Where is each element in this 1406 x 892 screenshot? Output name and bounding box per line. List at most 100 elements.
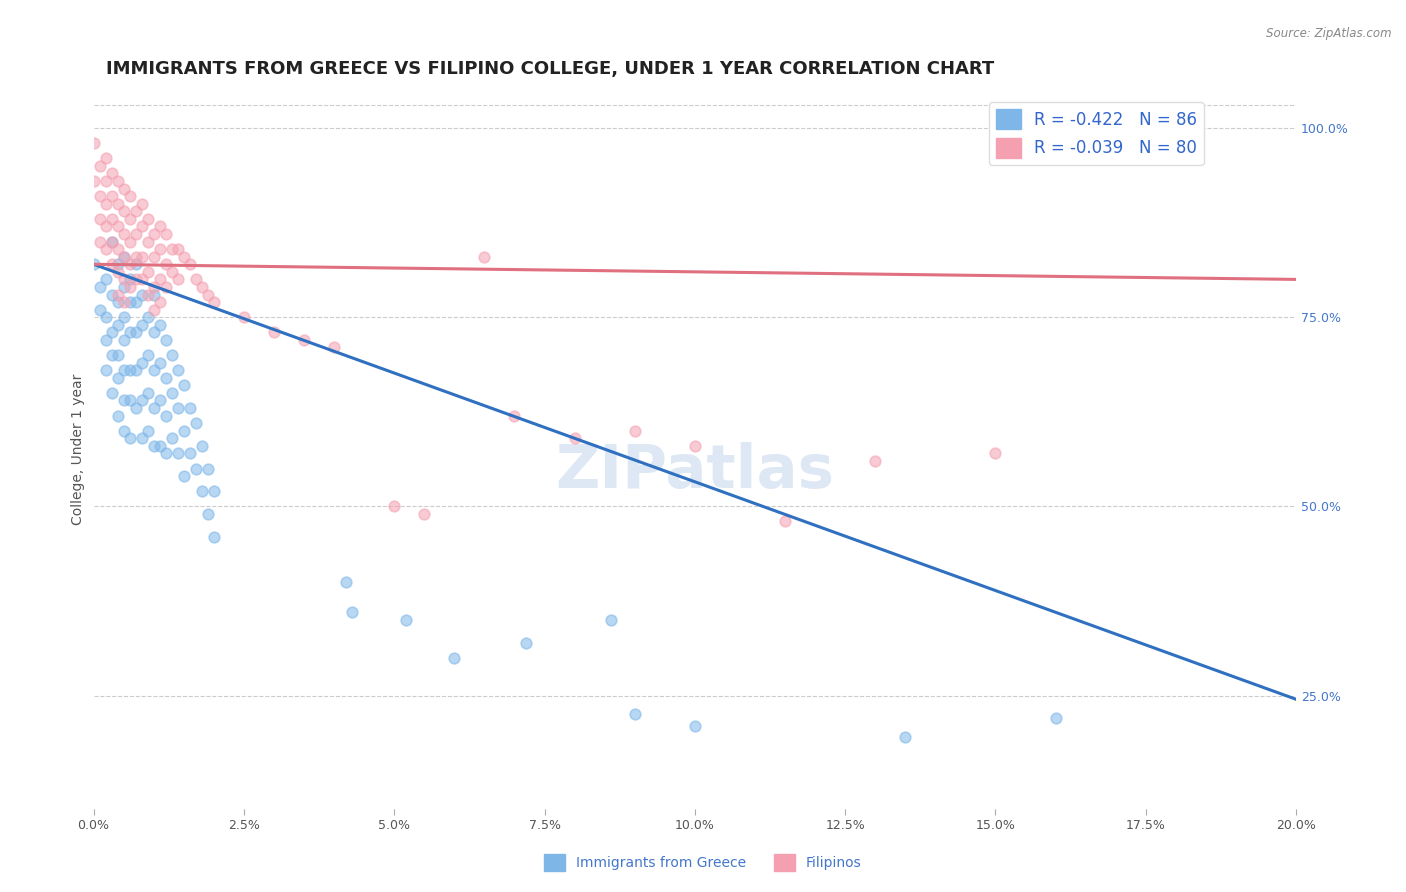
Point: [124, 272, 146, 286]
Point: [100, 326, 122, 340]
Point: [149, 439, 172, 453]
Point: [155, 446, 177, 460]
Point: [100, 348, 122, 362]
Point: [155, 409, 177, 423]
Point: [136, 385, 159, 400]
Point: [131, 318, 153, 332]
Point: [382, 500, 405, 514]
Point: [197, 461, 219, 475]
Point: [142, 439, 165, 453]
Point: [131, 196, 153, 211]
Point: [623, 424, 645, 438]
Point: [94, 333, 117, 347]
Point: [124, 295, 146, 310]
Point: [112, 280, 135, 294]
Point: [107, 318, 129, 332]
Point: [155, 370, 177, 384]
Point: [107, 370, 129, 384]
Point: [118, 211, 141, 226]
Point: [118, 393, 141, 408]
Point: [124, 250, 146, 264]
Point: [94, 310, 117, 325]
Point: [124, 257, 146, 271]
Point: [89, 189, 111, 203]
Point: [155, 257, 177, 271]
Point: [160, 385, 183, 400]
Point: [124, 326, 146, 340]
Point: [191, 484, 214, 499]
Point: [136, 348, 159, 362]
Point: [118, 272, 141, 286]
Point: [323, 341, 346, 355]
Point: [100, 235, 122, 249]
Point: [142, 250, 165, 264]
Point: [112, 250, 135, 264]
Point: [94, 272, 117, 286]
Point: [131, 393, 153, 408]
Point: [142, 227, 165, 241]
Point: [413, 507, 436, 521]
Text: Source: ZipAtlas.com: Source: ZipAtlas.com: [1267, 27, 1392, 40]
Legend: R = -0.422   N = 86, R = -0.039   N = 80: R = -0.422 N = 86, R = -0.039 N = 80: [988, 103, 1204, 164]
Point: [89, 159, 111, 173]
Point: [515, 635, 537, 649]
Point: [100, 257, 122, 271]
Point: [136, 235, 159, 249]
Point: [197, 287, 219, 301]
Legend: Immigrants from Greece, Filipinos: Immigrants from Greece, Filipinos: [538, 848, 868, 876]
Point: [131, 272, 153, 286]
Point: [149, 393, 172, 408]
Point: [149, 295, 172, 310]
Point: [160, 431, 183, 445]
Point: [100, 235, 122, 249]
Point: [118, 235, 141, 249]
Point: [131, 219, 153, 234]
Point: [142, 280, 165, 294]
Point: [894, 730, 917, 744]
Point: [773, 515, 796, 529]
Point: [124, 227, 146, 241]
Point: [683, 439, 706, 453]
Point: [335, 574, 357, 589]
Point: [124, 204, 146, 219]
Point: [599, 613, 621, 627]
Point: [112, 227, 135, 241]
Point: [184, 272, 207, 286]
Point: [112, 363, 135, 377]
Point: [184, 416, 207, 430]
Point: [112, 250, 135, 264]
Point: [112, 310, 135, 325]
Point: [89, 211, 111, 226]
Point: [107, 287, 129, 301]
Point: [142, 363, 165, 377]
Point: [142, 287, 165, 301]
Point: [118, 363, 141, 377]
Point: [503, 409, 526, 423]
Point: [179, 401, 201, 415]
Point: [191, 280, 214, 294]
Point: [83, 136, 105, 151]
Point: [142, 302, 165, 317]
Point: [83, 257, 105, 271]
Point: [112, 333, 135, 347]
Point: [136, 265, 159, 279]
Point: [118, 326, 141, 340]
Point: [863, 454, 886, 468]
Point: [131, 431, 153, 445]
Point: [340, 605, 363, 619]
Point: [202, 484, 225, 499]
Point: [149, 272, 172, 286]
Point: [107, 265, 129, 279]
Point: [166, 401, 188, 415]
Point: [124, 363, 146, 377]
Point: [94, 363, 117, 377]
Point: [984, 446, 1007, 460]
Point: [118, 280, 141, 294]
Point: [131, 287, 153, 301]
Point: [118, 431, 141, 445]
Point: [179, 446, 201, 460]
Point: [100, 287, 122, 301]
Point: [94, 152, 117, 166]
Point: [107, 295, 129, 310]
Point: [173, 250, 195, 264]
